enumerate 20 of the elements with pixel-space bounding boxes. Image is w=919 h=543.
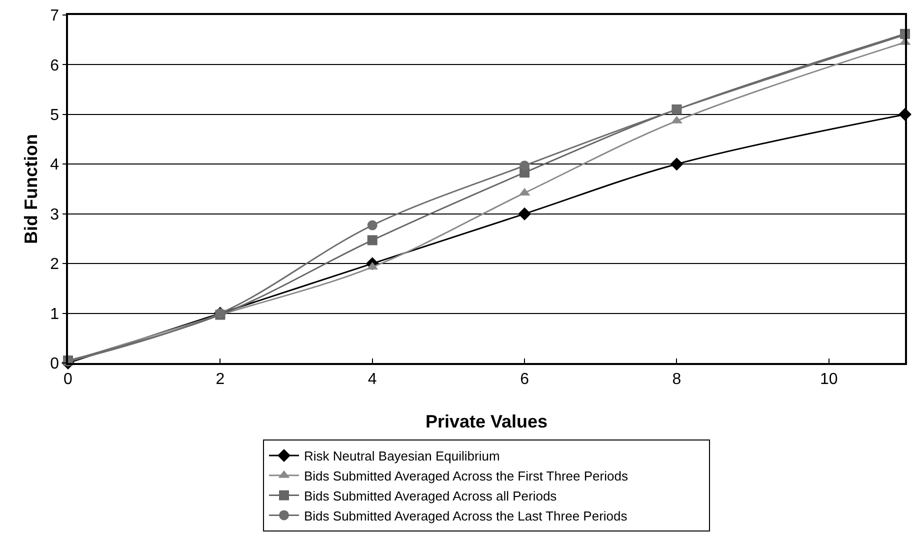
x-tick-label: 8 bbox=[672, 370, 682, 388]
x-tick-label: 10 bbox=[820, 370, 838, 388]
y-tick-label: 1 bbox=[50, 306, 60, 323]
y-tick-label: 3 bbox=[50, 206, 60, 224]
x-axis-title: Private Values bbox=[425, 412, 548, 432]
y-tick-label: 7 bbox=[50, 8, 60, 25]
y-tick-label: 6 bbox=[50, 57, 60, 74]
legend-label: Bids Submitted Averaged Across all Periods bbox=[304, 488, 558, 504]
y-tick-label: 2 bbox=[50, 256, 60, 274]
x-tick-label: 0 bbox=[64, 370, 73, 388]
x-tick-label: 4 bbox=[368, 370, 377, 388]
x-tick-label: 6 bbox=[520, 370, 530, 388]
legend-label: Bids Submitted Averaged Across the First Three Periods bbox=[304, 468, 628, 484]
y-tick-label: 5 bbox=[50, 107, 60, 124]
legend-label: Risk Neutral Bayesian Equilibrium bbox=[304, 448, 500, 464]
legend-label: Bids Submitted Averaged Across the Last Three Periods bbox=[304, 508, 628, 524]
x-tick-label: 2 bbox=[216, 370, 225, 388]
y-tick-label: 0 bbox=[50, 356, 60, 373]
y-tick-label: 4 bbox=[50, 156, 60, 174]
y-axis-title: Bid Function bbox=[20, 134, 41, 244]
